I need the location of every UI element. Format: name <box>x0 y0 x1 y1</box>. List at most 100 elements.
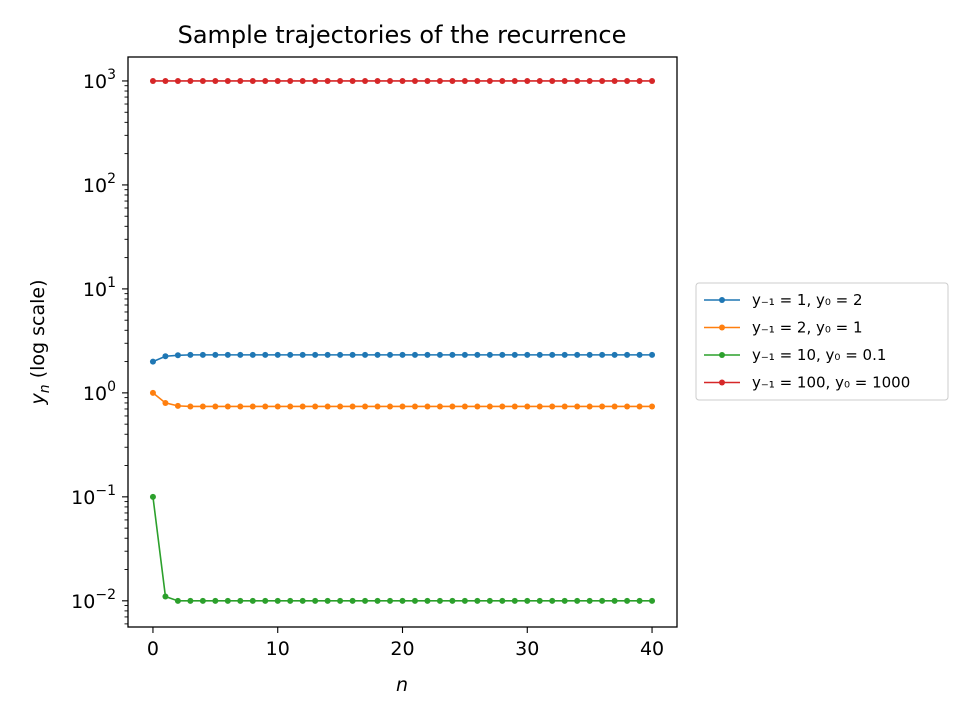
data-point <box>312 77 319 84</box>
data-point <box>362 597 369 604</box>
y-tick-label: 100 <box>83 379 116 405</box>
legend-label: y₋₁ = 10, y₀ = 0.1 <box>752 346 886 364</box>
data-point <box>574 597 581 604</box>
legend-box <box>695 282 949 401</box>
data-point <box>299 597 306 604</box>
data-point <box>449 597 456 604</box>
data-point <box>262 351 269 358</box>
data-point <box>174 77 181 84</box>
data-point <box>362 351 369 358</box>
data-point <box>399 351 406 358</box>
data-point <box>411 403 418 410</box>
y-tick-label: 10−2 <box>71 587 116 613</box>
data-point <box>586 597 593 604</box>
data-point <box>274 403 281 410</box>
data-point <box>149 389 156 396</box>
data-point <box>449 403 456 410</box>
data-point <box>374 77 381 84</box>
data-point <box>599 77 606 84</box>
data-point <box>262 403 269 410</box>
data-point <box>287 403 294 410</box>
data-point <box>436 351 443 358</box>
data-point <box>399 597 406 604</box>
series-1 <box>149 351 656 365</box>
data-point <box>486 597 493 604</box>
data-point <box>237 351 244 358</box>
data-point <box>149 493 156 500</box>
data-point <box>212 403 219 410</box>
data-point <box>374 403 381 410</box>
legend-marker <box>719 297 725 303</box>
data-point <box>536 351 543 358</box>
data-point <box>174 402 181 409</box>
data-point <box>424 403 431 410</box>
data-point <box>362 403 369 410</box>
data-point <box>411 597 418 604</box>
data-point <box>461 77 468 84</box>
series-2 <box>149 389 656 410</box>
data-point <box>337 77 344 84</box>
data-point <box>287 597 294 604</box>
data-point <box>574 77 581 84</box>
data-point <box>486 351 493 358</box>
data-point <box>199 351 206 358</box>
data-point <box>599 351 606 358</box>
data-point <box>387 597 394 604</box>
data-point <box>249 597 256 604</box>
data-point <box>274 351 281 358</box>
data-point <box>624 597 631 604</box>
data-point <box>461 351 468 358</box>
data-point <box>599 597 606 604</box>
data-point <box>337 403 344 410</box>
y-tick-label: 102 <box>83 171 116 197</box>
data-point <box>561 597 568 604</box>
data-point <box>524 597 531 604</box>
data-point <box>511 403 518 410</box>
data-point <box>411 77 418 84</box>
data-point <box>362 77 369 84</box>
data-point <box>199 597 206 604</box>
data-point <box>174 597 181 604</box>
legend-marker <box>719 324 725 331</box>
data-point <box>611 597 618 604</box>
data-point <box>474 77 481 84</box>
data-point <box>387 77 394 84</box>
data-point <box>611 351 618 358</box>
data-point <box>387 403 394 410</box>
legend-label: y₋₁ = 1, y₀ = 2 <box>752 291 863 309</box>
data-point <box>549 77 556 84</box>
data-point <box>287 351 294 358</box>
y-axis-label: yn (log scale) <box>27 280 53 406</box>
data-point <box>324 351 331 358</box>
data-point <box>299 77 306 84</box>
data-point <box>337 351 344 358</box>
data-point <box>374 351 381 358</box>
data-point <box>649 351 656 358</box>
data-point <box>424 77 431 84</box>
data-point <box>312 351 319 358</box>
x-tick-label: 0 <box>147 638 159 660</box>
data-point <box>499 597 506 604</box>
data-point <box>149 358 156 365</box>
data-point <box>586 403 593 410</box>
data-point <box>287 77 294 84</box>
data-point <box>374 597 381 604</box>
data-point <box>624 403 631 410</box>
data-point <box>449 77 456 84</box>
data-point <box>486 77 493 84</box>
data-point <box>349 403 356 410</box>
data-point <box>449 351 456 358</box>
data-point <box>237 597 244 604</box>
data-point <box>474 403 481 410</box>
legend-label: y₋₁ = 2, y₀ = 1 <box>752 319 863 337</box>
x-tick-label: 40 <box>640 638 664 660</box>
data-point <box>262 77 269 84</box>
legend-label: y₋₁ = 100, y₀ = 1000 <box>752 374 910 392</box>
data-point <box>149 77 156 84</box>
data-point <box>299 351 306 358</box>
data-point <box>511 77 518 84</box>
data-point <box>649 77 656 84</box>
data-point <box>162 593 169 600</box>
data-point <box>636 351 643 358</box>
